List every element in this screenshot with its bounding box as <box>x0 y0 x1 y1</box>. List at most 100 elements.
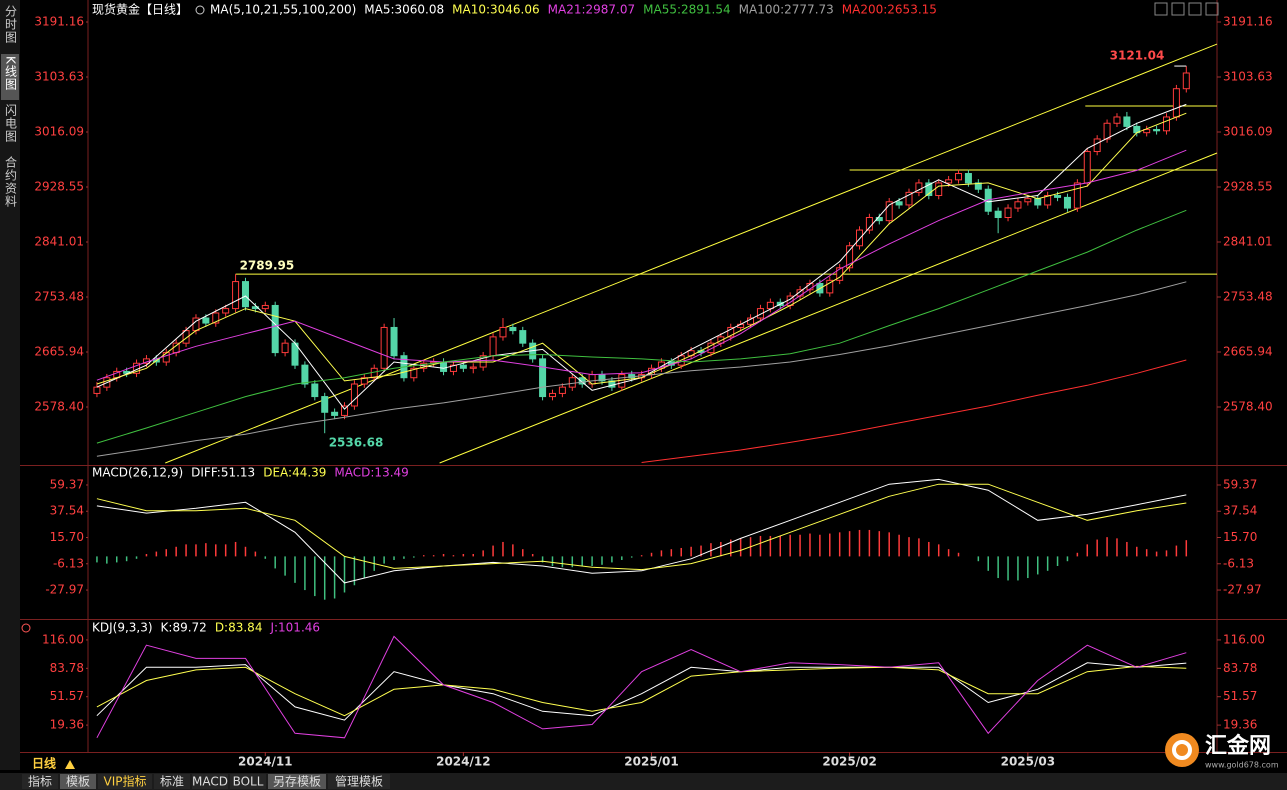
candle-body <box>321 396 329 413</box>
candle-body <box>1024 198 1032 203</box>
icon[interactable] <box>1171 2 1185 16</box>
y-tick-label: 2841.01 <box>34 234 84 248</box>
icon[interactable] <box>1154 2 1168 16</box>
candle-body <box>469 366 477 369</box>
y-tick-label: 3191.16 <box>34 14 84 28</box>
y-tick-label: 2928.55 <box>34 179 84 193</box>
candle-body <box>974 182 982 190</box>
window-icons <box>1154 2 1219 16</box>
tab-bg[interactable] <box>230 774 266 789</box>
icon <box>195 5 205 15</box>
candle-body <box>360 377 368 385</box>
bottom-tab[interactable]: VIP指标 <box>104 774 147 789</box>
legend-entry: MA10:3046.06 <box>452 3 540 17</box>
logo-name: 汇金网 <box>1205 733 1271 759</box>
tab-bg[interactable] <box>60 774 96 789</box>
candle-body <box>964 173 972 184</box>
candle-body <box>350 383 358 407</box>
candle-body <box>162 352 170 363</box>
y-tick-label: 37.54 <box>50 504 84 518</box>
tab-bg[interactable] <box>268 774 326 789</box>
icon[interactable] <box>1188 2 1202 16</box>
candle-body <box>568 377 576 388</box>
tab-bg[interactable] <box>328 774 390 789</box>
series-line <box>96 281 1187 457</box>
y-tick-label: 116.00 <box>42 632 84 646</box>
candle-body <box>1153 129 1161 132</box>
series-line <box>96 149 1187 381</box>
bottom-tab[interactable]: 另存模板 <box>273 775 321 789</box>
candle-body <box>440 361 448 372</box>
candle-body <box>826 279 834 294</box>
y-tick-label: -27.97 <box>1223 583 1262 597</box>
candle-body <box>390 326 398 357</box>
candle-body <box>509 326 517 332</box>
y-tick-label: 59.37 <box>1223 477 1257 491</box>
y-tick-label: 59.37 <box>50 477 84 491</box>
legend-entry: MA21:2987.07 <box>548 3 636 17</box>
candle-body <box>380 326 388 369</box>
sidebar-tab[interactable]: 合约资料 <box>4 155 18 208</box>
sidebar-tab[interactable]: K线图 <box>4 56 18 91</box>
series-line <box>96 483 1187 571</box>
panel-title: 现货黄金【日线】 <box>92 2 188 17</box>
candle-body <box>1044 195 1052 206</box>
tab-bg[interactable] <box>192 774 228 789</box>
y-tick-label: 116.00 <box>1223 632 1265 646</box>
candle-body <box>519 330 527 344</box>
y-tick-label: 15.70 <box>50 530 84 544</box>
y-tick-label: 3191.16 <box>1223 14 1273 28</box>
bottom-tab[interactable]: MACD <box>192 775 228 789</box>
x-tick-label: 2024/11 <box>238 755 292 769</box>
bottom-tab[interactable]: BOLL <box>233 775 264 789</box>
price-annotation: 3121.04 <box>1110 49 1165 63</box>
y-tick-label: 3016.09 <box>34 124 84 138</box>
y-tick-label: 15.70 <box>1223 530 1257 544</box>
sidebar-tab[interactable]: 分时图 <box>4 5 18 44</box>
legend-entry: MACD:13.49 <box>334 466 408 480</box>
y-tick-label: 37.54 <box>1223 504 1257 518</box>
candle-body <box>281 342 289 354</box>
candle-body <box>449 364 457 372</box>
candle-body <box>1143 129 1151 134</box>
tab-bg[interactable] <box>98 774 152 789</box>
legend-entry: D:83.84 <box>215 621 263 635</box>
period-arrow[interactable] <box>65 760 75 769</box>
active-tab-bg <box>1 54 19 100</box>
candle-body <box>578 377 586 385</box>
legend-entry: MA5:3060.08 <box>364 3 444 17</box>
x-tick-label: 2025/03 <box>1001 755 1055 769</box>
candle-body <box>707 342 715 354</box>
legend-entry: DEA:44.39 <box>263 466 326 480</box>
icon[interactable] <box>1205 2 1219 16</box>
y-tick-label: 2753.48 <box>1223 289 1273 303</box>
y-tick-label: 3016.09 <box>1223 124 1273 138</box>
indicator-label: MA(5,10,21,55,100,200) <box>210 3 356 17</box>
period-label[interactable]: 日线 <box>32 756 56 771</box>
panel-title: KDJ(9,3,3) <box>92 621 153 635</box>
candle-body <box>212 312 220 324</box>
bottom-tab[interactable]: 模板 <box>66 775 90 789</box>
candle-body <box>1054 195 1062 198</box>
series-line <box>96 478 1187 584</box>
candle-body <box>202 317 210 324</box>
y-tick-label: -6.13 <box>53 556 84 570</box>
bottom-tab[interactable]: 管理模板 <box>335 774 383 789</box>
candle-body <box>410 367 418 379</box>
y-tick-label: 2578.40 <box>1223 399 1273 413</box>
y-tick-label: 3103.63 <box>34 69 84 83</box>
candle-body <box>935 182 943 197</box>
tab-bg[interactable] <box>154 774 190 789</box>
candle-body <box>331 411 339 416</box>
bottom-tab[interactable]: 标准 <box>160 775 184 789</box>
candle-body <box>1093 138 1101 153</box>
candle-body <box>766 301 774 310</box>
bottom-tab[interactable]: 指标 <box>28 774 52 789</box>
candle-body <box>232 281 240 310</box>
candle-body <box>499 326 507 338</box>
sidebar-tab[interactable]: 闪电图 <box>4 104 18 143</box>
tab-bg[interactable] <box>22 774 58 789</box>
candle-body <box>727 326 735 338</box>
candle-body <box>558 386 566 394</box>
y-tick-label: 2665.94 <box>34 344 84 358</box>
